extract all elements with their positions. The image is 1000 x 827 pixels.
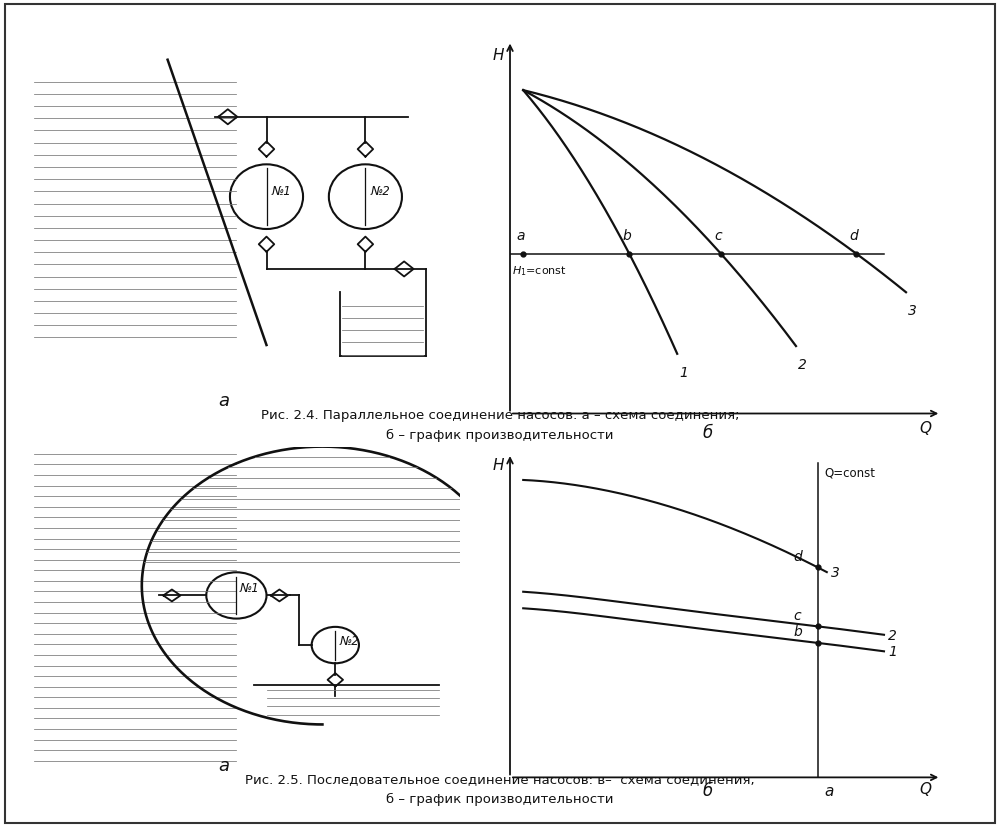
Text: b: b — [623, 229, 631, 243]
Text: №1: №1 — [272, 184, 291, 198]
Text: б – график производительности: б – график производительности — [386, 793, 614, 806]
Text: 1: 1 — [888, 645, 897, 659]
Text: 2: 2 — [798, 358, 807, 372]
Text: 2: 2 — [888, 629, 897, 643]
Text: №2: №2 — [371, 184, 390, 198]
Text: 3: 3 — [831, 566, 840, 580]
Text: Q=const: Q=const — [825, 466, 876, 480]
Text: a: a — [517, 229, 525, 243]
Text: a: a — [218, 392, 229, 410]
Text: №2: №2 — [340, 635, 359, 648]
Text: Рис. 2.5. Последовательное соединение насосов: в–  схема соединения;: Рис. 2.5. Последовательное соединение на… — [245, 773, 755, 786]
Text: c: c — [714, 229, 722, 243]
Text: $H_1$=const: $H_1$=const — [512, 265, 567, 279]
Text: b: b — [794, 625, 803, 639]
Text: H: H — [492, 48, 504, 63]
Text: №1: №1 — [240, 582, 260, 595]
Text: c: c — [794, 609, 801, 623]
Text: Q: Q — [919, 782, 931, 797]
Text: б – график производительности: б – график производительности — [386, 429, 614, 442]
Text: 1: 1 — [679, 366, 688, 380]
Text: Рис. 2.4. Параллельное соединение насосов: a – схема соединения;: Рис. 2.4. Параллельное соединение насосо… — [261, 409, 739, 423]
Text: Q: Q — [919, 420, 931, 436]
Text: 3: 3 — [908, 304, 917, 318]
Text: a: a — [218, 757, 229, 775]
Text: б: б — [703, 424, 713, 442]
Text: a: a — [825, 783, 834, 799]
Text: d: d — [794, 550, 803, 564]
Text: б: б — [703, 782, 713, 800]
Text: H: H — [492, 457, 504, 473]
Text: d: d — [850, 229, 859, 243]
